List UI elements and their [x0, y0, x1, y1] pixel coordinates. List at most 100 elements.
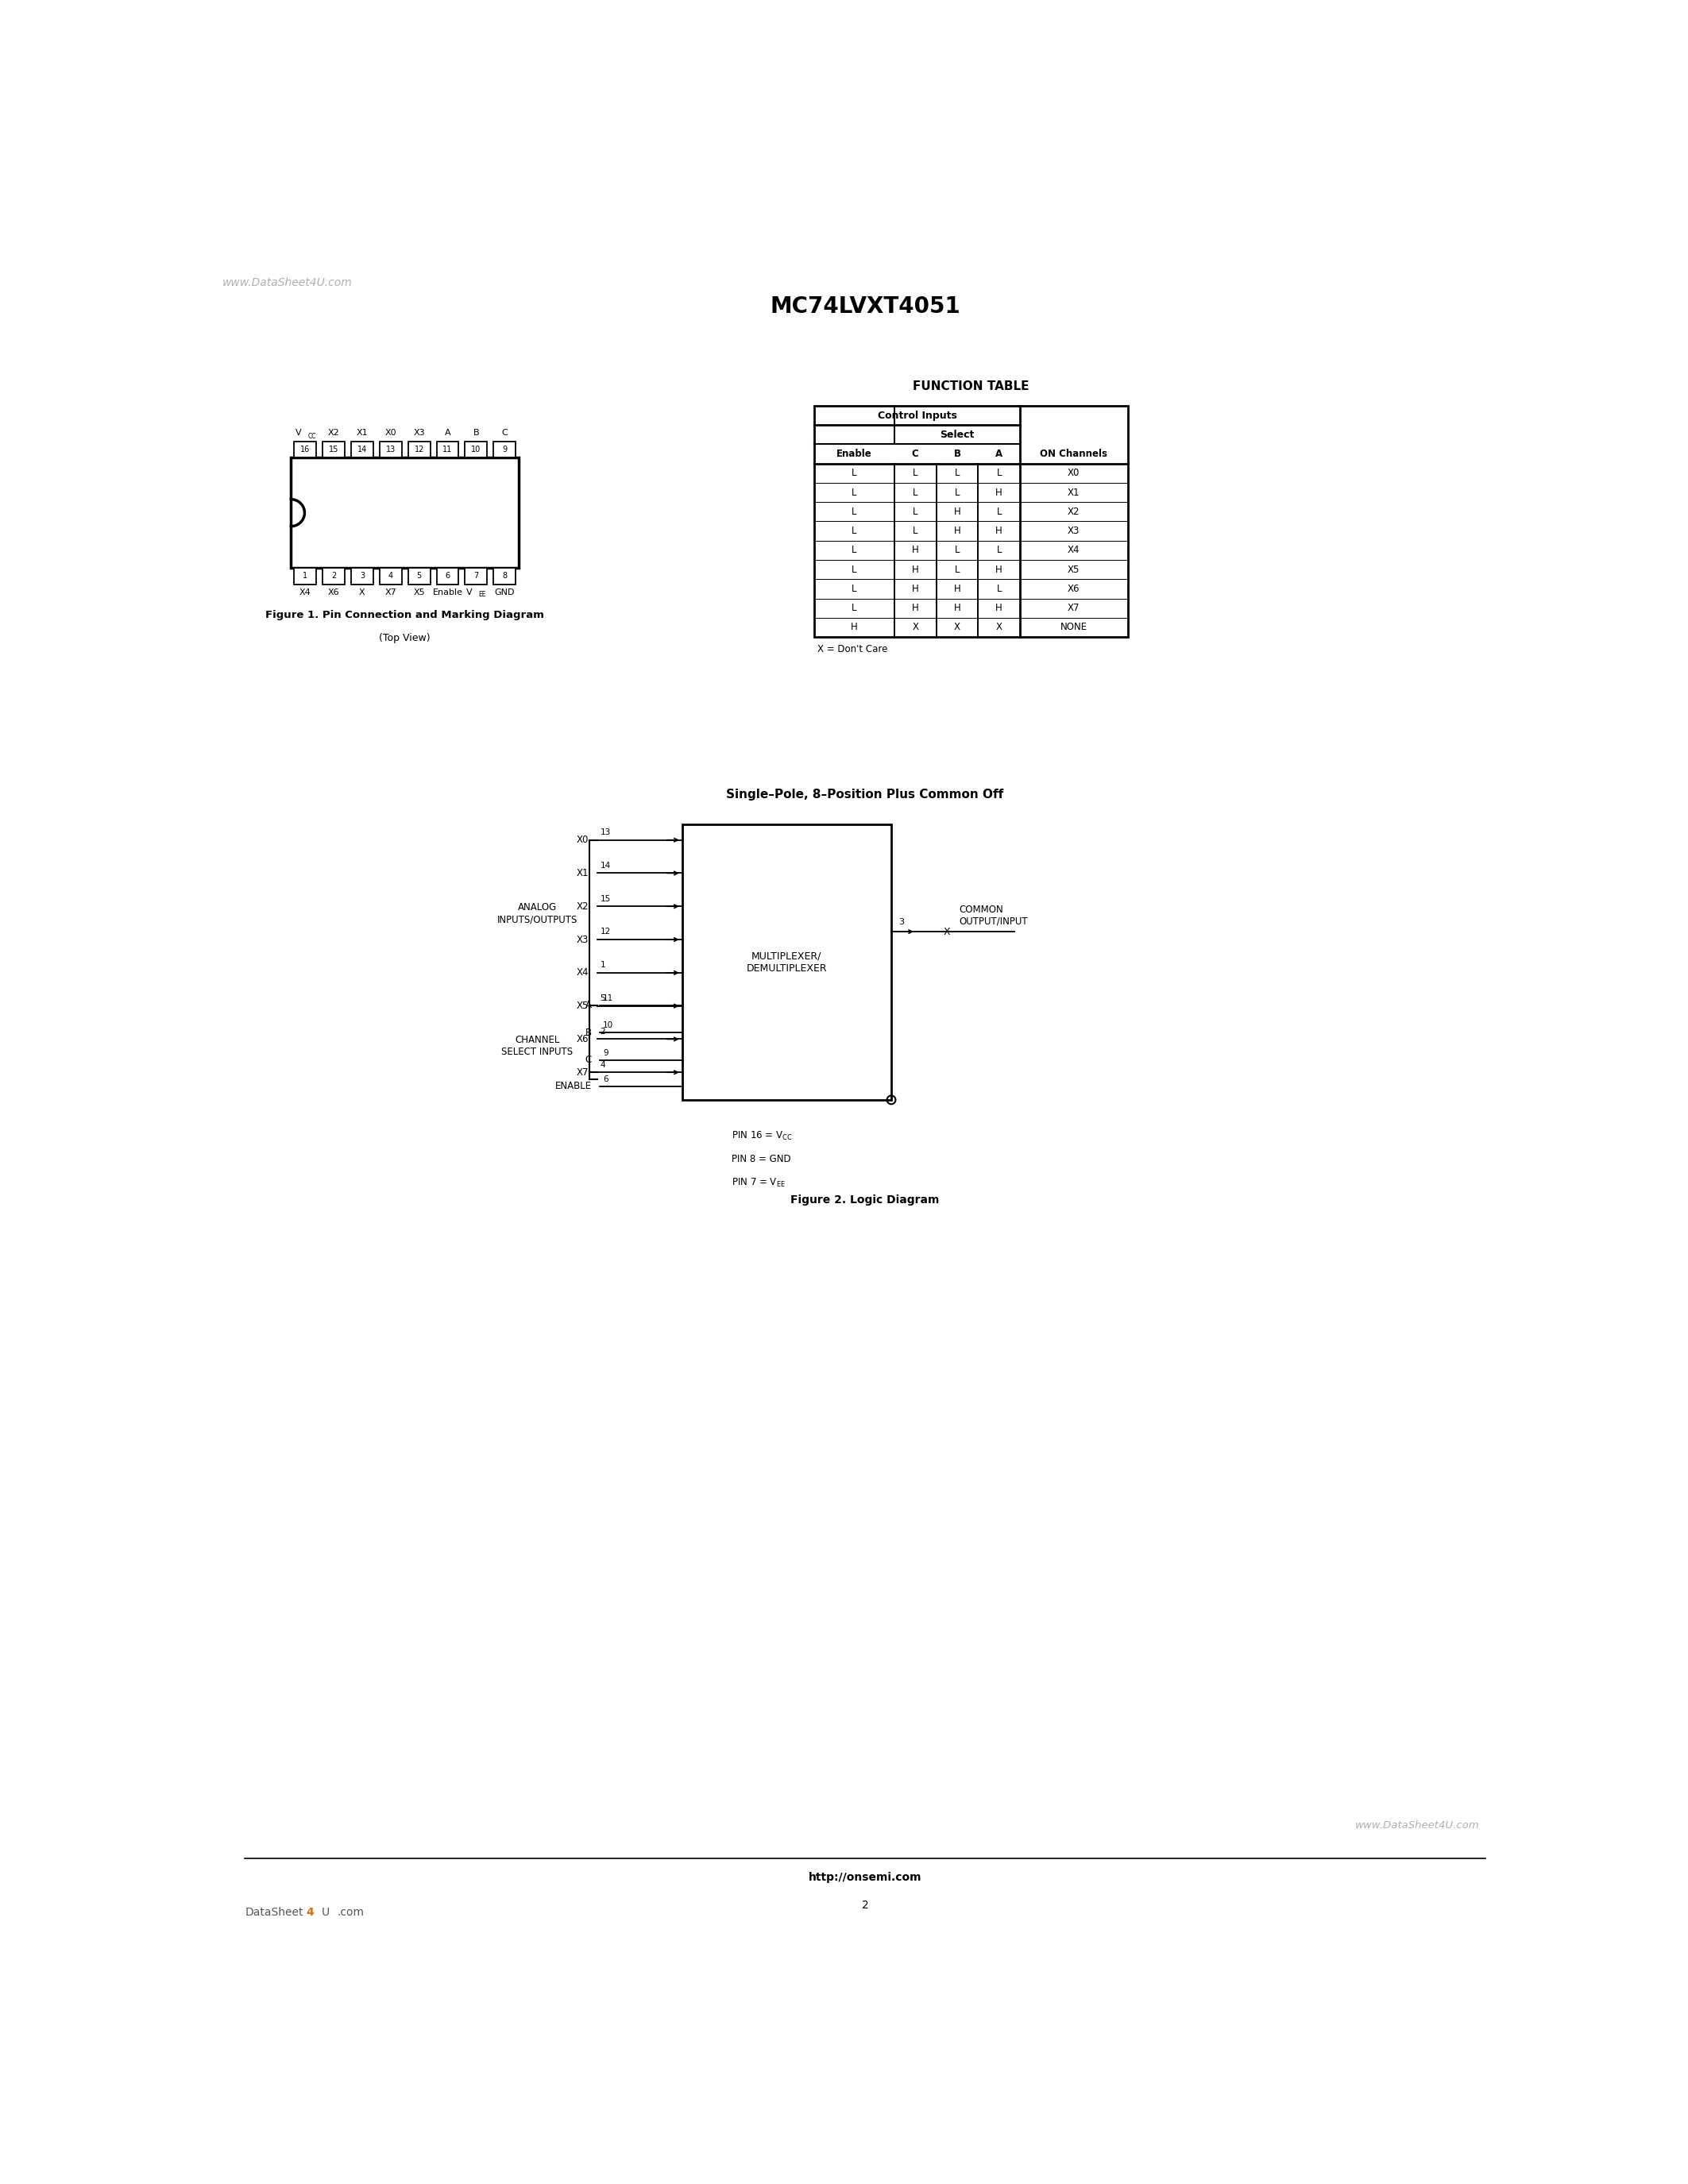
- Text: L: L: [852, 507, 858, 518]
- Bar: [290, 459, 518, 568]
- Text: 1: 1: [599, 961, 606, 970]
- Text: B: B: [954, 448, 960, 459]
- Text: B: B: [473, 428, 479, 437]
- Text: 9: 9: [603, 1048, 608, 1057]
- Text: ANALOG
INPUTS/OUTPUTS: ANALOG INPUTS/OUTPUTS: [496, 902, 577, 924]
- Text: 13: 13: [387, 446, 395, 454]
- Text: 12: 12: [414, 446, 424, 454]
- Text: C: C: [501, 428, 508, 437]
- Text: L: L: [954, 467, 960, 478]
- Bar: [322, 568, 344, 585]
- Text: ENABLE: ENABLE: [555, 1081, 591, 1092]
- Text: X: X: [912, 622, 918, 633]
- Bar: [351, 568, 373, 585]
- Text: 11: 11: [442, 446, 452, 454]
- Text: L: L: [852, 563, 858, 574]
- Text: 7: 7: [474, 572, 479, 581]
- Text: L: L: [913, 467, 918, 478]
- Text: A: A: [586, 1000, 591, 1011]
- Text: MULTIPLEXER/
DEMULTIPLEXER: MULTIPLEXER/ DEMULTIPLEXER: [746, 952, 827, 974]
- Text: 1: 1: [302, 572, 307, 581]
- Text: X4: X4: [1067, 546, 1080, 555]
- Text: L: L: [852, 487, 858, 498]
- Text: 14: 14: [599, 860, 611, 869]
- Text: 6: 6: [603, 1075, 608, 1083]
- Text: Figure 1. Pin Connection and Marking Diagram: Figure 1. Pin Connection and Marking Dia…: [265, 609, 544, 620]
- Text: 6: 6: [446, 572, 451, 581]
- Text: X6: X6: [327, 590, 339, 596]
- Bar: [408, 568, 430, 585]
- Text: L: L: [913, 487, 918, 498]
- Bar: [322, 441, 344, 459]
- Text: 13: 13: [599, 828, 611, 836]
- Text: H: H: [954, 603, 960, 614]
- Text: B: B: [586, 1026, 591, 1037]
- Text: A: A: [444, 428, 451, 437]
- Text: 2: 2: [331, 572, 336, 581]
- Text: V: V: [295, 428, 302, 437]
- Text: X = Don't Care: X = Don't Care: [817, 644, 888, 655]
- Text: GND: GND: [495, 590, 515, 596]
- Text: ON Channels: ON Channels: [1040, 448, 1107, 459]
- Text: X5: X5: [576, 1000, 589, 1011]
- Text: FUNCTION TABLE: FUNCTION TABLE: [913, 380, 1030, 393]
- Text: X0: X0: [576, 834, 589, 845]
- Text: L: L: [913, 507, 918, 518]
- Bar: [408, 441, 430, 459]
- Text: MC74LVXT4051: MC74LVXT4051: [770, 295, 960, 319]
- Text: X2: X2: [1067, 507, 1080, 518]
- Bar: [464, 441, 488, 459]
- Text: 16: 16: [300, 446, 311, 454]
- Text: 10: 10: [603, 1022, 613, 1029]
- Text: L: L: [996, 583, 1001, 594]
- Bar: [464, 568, 488, 585]
- Text: 15: 15: [599, 895, 611, 902]
- Bar: [437, 568, 459, 585]
- Text: 3: 3: [360, 572, 365, 581]
- Text: X: X: [996, 622, 1003, 633]
- Bar: [380, 441, 402, 459]
- Text: X3: X3: [1069, 526, 1080, 535]
- Bar: [294, 568, 316, 585]
- Text: EE: EE: [479, 592, 486, 598]
- Text: V: V: [466, 590, 473, 596]
- Text: C: C: [912, 448, 918, 459]
- Text: PIN 7 = V$_{\rm EE}$: PIN 7 = V$_{\rm EE}$: [731, 1177, 785, 1188]
- Text: PIN 16 = V$_{\rm CC}$: PIN 16 = V$_{\rm CC}$: [731, 1131, 792, 1142]
- Text: X2: X2: [327, 428, 339, 437]
- Text: L: L: [954, 487, 960, 498]
- Text: L: L: [852, 603, 858, 614]
- Text: Enable: Enable: [432, 590, 463, 596]
- Text: 10: 10: [471, 446, 481, 454]
- Text: DataSheet: DataSheet: [245, 1907, 304, 1918]
- Text: Figure 2. Logic Diagram: Figure 2. Logic Diagram: [790, 1195, 940, 1206]
- Text: PIN 8 = GND: PIN 8 = GND: [731, 1153, 790, 1164]
- Text: L: L: [852, 526, 858, 535]
- Text: X5: X5: [1069, 563, 1080, 574]
- Text: NONE: NONE: [1060, 622, 1087, 633]
- Text: H: H: [996, 487, 1003, 498]
- Text: 15: 15: [329, 446, 339, 454]
- Text: H: H: [954, 507, 960, 518]
- Text: L: L: [954, 546, 960, 555]
- Text: H: H: [912, 603, 918, 614]
- Text: H: H: [996, 526, 1003, 535]
- Text: X: X: [360, 590, 365, 596]
- Bar: [814, 406, 1128, 638]
- Text: X0: X0: [1069, 467, 1080, 478]
- Text: X6: X6: [1067, 583, 1080, 594]
- Text: A: A: [996, 448, 1003, 459]
- Text: 8: 8: [501, 572, 506, 581]
- Text: X7: X7: [576, 1068, 589, 1077]
- Text: Single–Pole, 8–Position Plus Common Off: Single–Pole, 8–Position Plus Common Off: [726, 788, 1004, 799]
- Text: http://onsemi.com: http://onsemi.com: [809, 1872, 922, 1883]
- Bar: [294, 441, 316, 459]
- Text: H: H: [954, 583, 960, 594]
- Text: COMMON
OUTPUT/INPUT: COMMON OUTPUT/INPUT: [959, 904, 1028, 926]
- Text: (Top View): (Top View): [380, 633, 430, 644]
- Text: X1: X1: [576, 867, 589, 878]
- Text: L: L: [913, 526, 918, 535]
- Text: Control Inputs: Control Inputs: [878, 411, 957, 422]
- Text: 5: 5: [417, 572, 422, 581]
- Text: H: H: [996, 603, 1003, 614]
